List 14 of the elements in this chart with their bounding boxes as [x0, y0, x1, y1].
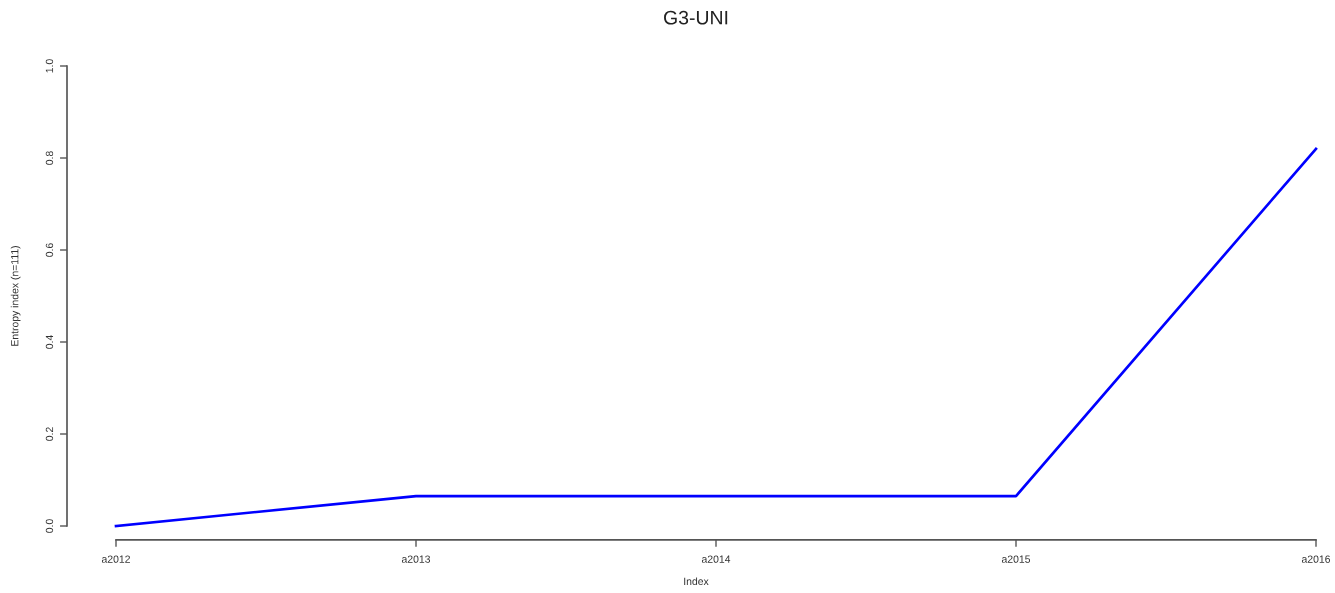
x-tick-label: a2012: [101, 555, 130, 563]
x-tick-label: a2013: [401, 555, 431, 563]
y-tick-label: 0.8: [45, 151, 54, 165]
y-tick-label: 0.0: [45, 519, 54, 533]
y-tick-label: 0.4: [45, 335, 54, 349]
y-tick-label: 0.6: [45, 243, 54, 257]
chart-title: G3-UNI: [664, 10, 728, 25]
x-tick-label: a2016: [1301, 555, 1331, 563]
x-tick-label: a2015: [1001, 555, 1031, 563]
y-tick-label: 1.0: [45, 59, 54, 73]
x-tick-label: a2014: [701, 555, 731, 563]
y-tick-label: 0.2: [45, 427, 54, 441]
y-axis-title: Entropy index (n=111): [10, 246, 21, 346]
x-axis-title: Index: [684, 577, 709, 586]
